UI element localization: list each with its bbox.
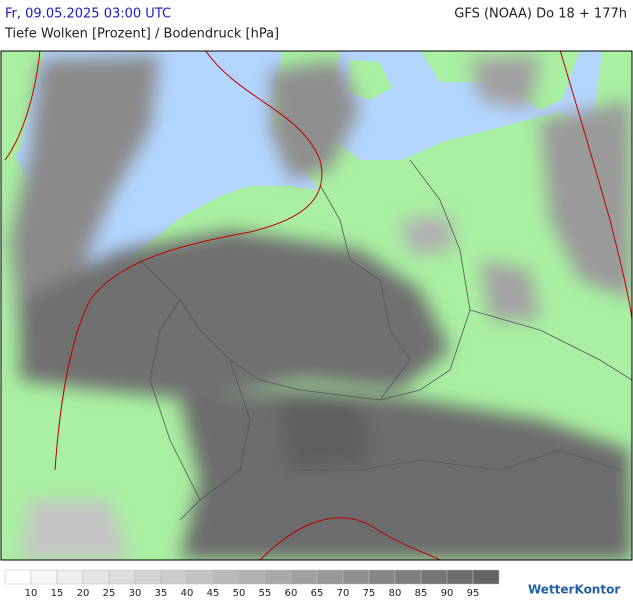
legend-swatch: [394, 569, 422, 585]
legend-swatch: [290, 569, 318, 585]
legend-swatch: [316, 569, 344, 585]
legend-label: 60: [285, 588, 298, 599]
legend-swatch: [446, 569, 474, 585]
legend-swatch: [420, 569, 448, 585]
map-frame: [0, 50, 633, 561]
legend-label: 15: [51, 588, 64, 599]
legend-label: 45: [207, 588, 220, 599]
legend-label: 85: [415, 588, 428, 599]
legend-swatch: [472, 569, 500, 585]
logo: WetterKontor: [528, 583, 620, 597]
legend-swatch: [108, 569, 136, 585]
legend-label: 25: [103, 588, 116, 599]
subtitle: Tiefe Wolken [Prozent] / Bodendruck [hPa…: [4, 27, 279, 42]
legend-swatch: [82, 569, 110, 585]
legend-swatch: [212, 569, 240, 585]
legend-label: 40: [181, 588, 194, 599]
legend: 10 15 20 25 30 35 40 45 50 55 60 65 70 75 80 85 90 95: [4, 569, 500, 599]
legend-label: 95: [467, 588, 480, 599]
legend-label: 35: [155, 588, 168, 599]
legend-swatch: [186, 569, 214, 585]
cloud-cover: [10, 55, 632, 560]
legend-swatch: [264, 569, 292, 585]
legend-label: 20: [77, 588, 90, 599]
legend-label: 10: [25, 588, 38, 599]
legend-swatch: [368, 569, 396, 585]
legend-label: 70: [337, 588, 350, 599]
legend-label: 55: [259, 588, 272, 599]
legend-swatch: [4, 569, 32, 585]
legend-label: 80: [389, 588, 402, 599]
legend-swatch: [160, 569, 188, 585]
borders: [139, 159, 632, 521]
legend-label: 50: [233, 588, 246, 599]
legend-label: 75: [363, 588, 376, 599]
legend-swatch: [134, 569, 162, 585]
legend-swatch: [342, 569, 370, 585]
legend-swatch: [30, 569, 58, 585]
legend-label: 30: [129, 588, 142, 599]
legend-swatch: [56, 569, 84, 585]
isobars: [4, 51, 632, 560]
map: [1, 51, 632, 560]
legend-label: 65: [311, 588, 324, 599]
model-run: GFS (NOAA) Do 18 + 177h: [454, 7, 627, 22]
legend-label: 90: [441, 588, 454, 599]
legend-swatch: [238, 569, 266, 585]
datetime: Fr, 09.05.2025 03:00 UTC: [5, 7, 171, 22]
